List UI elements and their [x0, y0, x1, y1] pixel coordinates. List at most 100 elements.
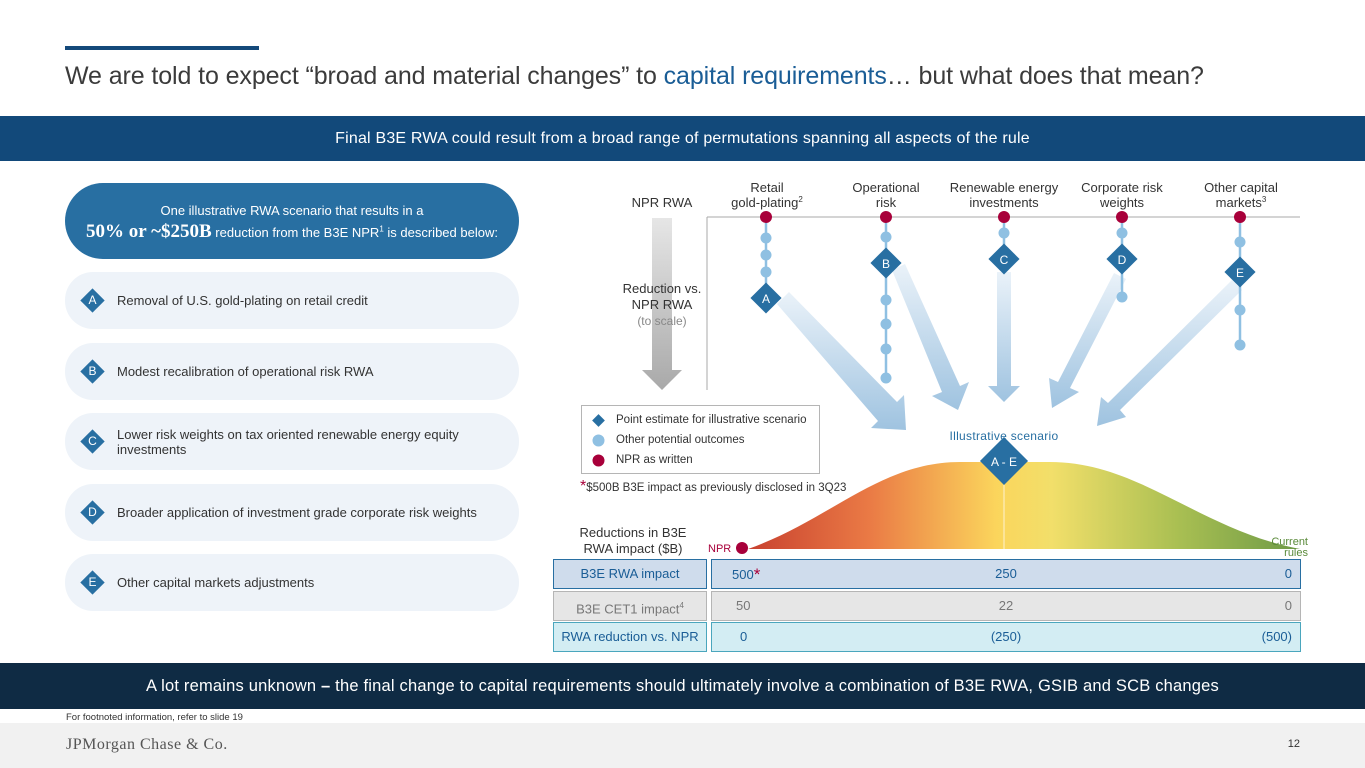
company-logo: JPMorgan Chase & Co.: [66, 736, 228, 753]
top-banner: Final B3E RWA could result from a broad …: [0, 116, 1365, 161]
scenario-footnote-sup: 1: [379, 224, 384, 234]
npr-dot: [998, 211, 1010, 223]
star-note-text: $500B B3E impact as previously disclosed…: [586, 482, 847, 494]
scenario-item-d: D Broader application of investment grad…: [65, 484, 519, 541]
diamond-a-icon: A: [80, 288, 105, 313]
scenario-item-text: Other capital markets adjustments: [117, 575, 315, 590]
diamond-d-icon: D: [80, 500, 105, 525]
scenario-line2-text: reduction from the B3E NPR: [211, 225, 380, 240]
column-a-markers: A: [750, 211, 782, 314]
outcome-dot: [1116, 227, 1128, 239]
col-a-label-2: gold-plating2: [731, 195, 803, 210]
outcome-dot: [880, 231, 892, 243]
reduction-label-1: Reduction vs.: [623, 281, 702, 296]
current-rules-label-2: rules: [1284, 547, 1308, 559]
table-cell: 500*: [732, 565, 761, 584]
scenario-item-text: Broader application of investment grade …: [117, 505, 477, 520]
star-footnote: *$500B B3E impact as previously disclose…: [580, 478, 846, 496]
reduction-label-3: (to scale): [637, 314, 686, 328]
outcome-dot: [1234, 236, 1246, 248]
col-c-label-1: Renewable energy: [950, 180, 1059, 195]
outcome-dot: [760, 266, 772, 278]
outcome-dot: [760, 232, 772, 244]
scenario-item-a: A Removal of U.S. gold-plating on retail…: [65, 272, 519, 329]
scenario-line1: One illustrative RWA scenario that resul…: [160, 203, 424, 218]
legend-npr-written: NPR as written: [616, 454, 693, 466]
reductions-label-line1: Reductions in B3E: [579, 525, 687, 540]
npr-curve-dot: [736, 542, 748, 554]
col-b-label-1: Operational: [852, 180, 919, 195]
title-highlight: capital requirements: [663, 62, 887, 90]
table-cell: 0: [1284, 598, 1292, 613]
outcome-dot: [1116, 291, 1128, 303]
scenario-item-text: Modest recalibration of operational risk…: [117, 364, 374, 379]
col-e-label-2: markets3: [1216, 195, 1267, 210]
npr-dot: [880, 211, 892, 223]
illustrative-scenario-label: Illustrative scenario: [949, 429, 1058, 443]
point-estimate-d-letter: D: [1118, 253, 1127, 267]
diamond-legend-icon: [592, 414, 605, 427]
npr-dot: [1116, 211, 1128, 223]
scenario-item-e: E Other capital markets adjustments: [65, 554, 519, 611]
table-row-label: B3E RWA impact: [553, 559, 707, 589]
footnote: For footnoted information, refer to slid…: [66, 712, 243, 723]
table-cell: 22: [998, 598, 1014, 613]
title-accent-line: [65, 46, 259, 50]
table-cell: 0: [1284, 566, 1292, 581]
legend-point-estimate: Point estimate for illustrative scenario: [616, 414, 807, 426]
scenario-summary: One illustrative RWA scenario that resul…: [65, 183, 519, 259]
circle-legend-icon: [592, 434, 605, 447]
title-text-post: … but what does that mean?: [886, 62, 1204, 90]
star-icon: *: [580, 478, 587, 495]
star-icon: *: [753, 565, 761, 584]
page-number: 12: [1287, 738, 1300, 750]
outcome-dot: [998, 227, 1010, 239]
diamond-e-icon: E: [80, 570, 105, 595]
title-text-pre: We are told to expect “broad and materia…: [65, 62, 664, 90]
reduction-label-2: NPR RWA: [632, 297, 693, 312]
table-row: 50 22 0: [711, 591, 1301, 621]
chart-legend: Point estimate for illustrative scenario…: [581, 405, 820, 474]
legend-other-outcomes: Other potential outcomes: [616, 434, 745, 446]
col-a-label-1: Retail: [750, 180, 783, 195]
page-title: We are told to expect “broad and materia…: [65, 62, 1204, 91]
column-headers: Retail gold-plating2 Operational risk Re…: [731, 180, 1278, 210]
npr-curve-label: NPR: [708, 543, 731, 555]
scenario-item-c: C Lower risk weights on tax oriented ren…: [65, 413, 519, 470]
point-estimate-b-letter: B: [882, 257, 890, 271]
point-estimate-e-letter: E: [1236, 266, 1244, 280]
scenario-marker: [979, 436, 1029, 486]
outcome-dot: [880, 372, 892, 384]
current-rules-label-1: Current: [1271, 536, 1308, 548]
scenario-item-text: Removal of U.S. gold-plating on retail c…: [117, 293, 368, 308]
npr-legend-icon: [592, 454, 605, 467]
outcome-dot: [1234, 339, 1246, 351]
footer: [0, 723, 1365, 768]
reductions-label-line2: RWA impact ($B): [583, 541, 683, 556]
table-cell: 250: [995, 566, 1017, 581]
npr-rwa-label: NPR RWA: [632, 195, 693, 210]
column-c-markers: C: [988, 211, 1020, 275]
scenario-distribution-curve: [748, 462, 1300, 549]
point-estimate-a-letter: A: [762, 292, 770, 306]
reduction-arrow: [642, 218, 682, 390]
scenario-big-figure: 50% or ~$250B: [86, 221, 212, 242]
outcome-dot: [880, 318, 892, 330]
npr-dot: [760, 211, 772, 223]
scenario-item-b: B Modest recalibration of operational ri…: [65, 343, 519, 400]
bottom-banner: A lot remains unknown – the final change…: [0, 663, 1365, 709]
outcome-dot: [880, 343, 892, 355]
scenario-marker-label: A - E: [991, 455, 1017, 469]
outcome-dot: [880, 294, 892, 306]
point-estimate-c-letter: C: [1000, 253, 1009, 267]
col-d-label-1: Corporate risk: [1081, 180, 1163, 195]
outcome-dot: [1234, 304, 1246, 316]
diamond-c-icon: C: [80, 429, 105, 454]
npr-dot: [1234, 211, 1246, 223]
scenario-chart: NPR RWA Retail gold-plating2 Operational…: [623, 180, 1309, 559]
table-row-label: B3E CET1 impact4: [553, 591, 707, 621]
reductions-label: Reductions in B3E RWA impact ($B): [553, 525, 713, 557]
point-estimate-e: [1224, 256, 1256, 288]
column-b-markers: B: [870, 211, 902, 384]
col-b-label-2: risk: [876, 195, 897, 210]
